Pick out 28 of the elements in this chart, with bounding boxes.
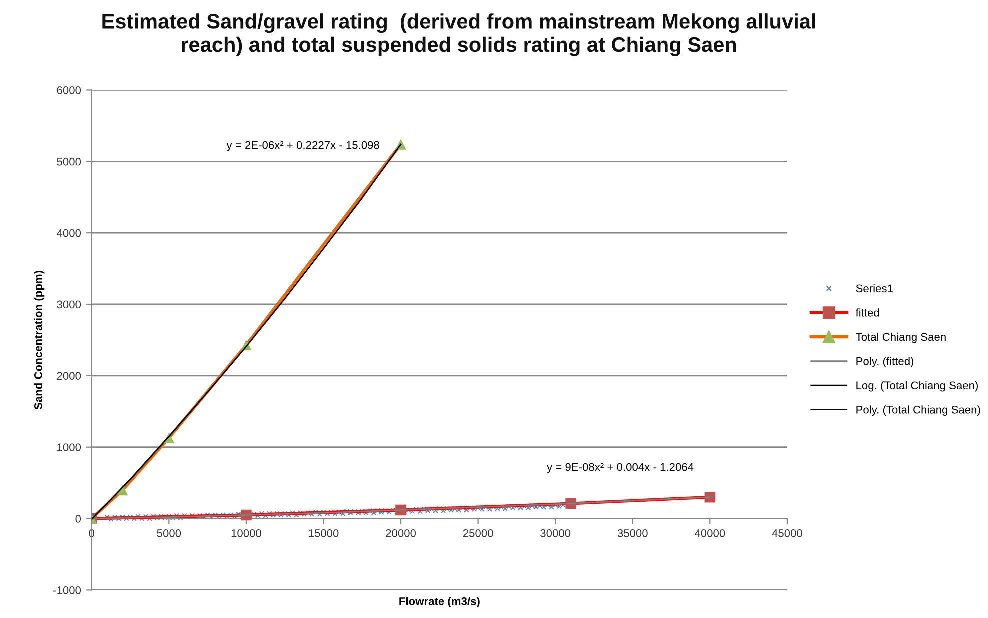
y-tick-label: 1000	[58, 444, 82, 452]
annotation: y = 9E-08x² + 0.004x - 1.2064	[547, 463, 694, 474]
y-tick-label: 4000	[57, 229, 82, 238]
legend-label: Series1	[856, 284, 893, 293]
x-tick-label: 25000	[463, 529, 494, 538]
y-tick-label: 2000	[57, 372, 82, 380]
legend-label: Log. (Total Chiang Saen)	[856, 381, 978, 392]
y-tick-label: 3000	[57, 300, 82, 309]
x-tick-label: 35000	[618, 529, 648, 538]
x-axis-title: Flowrate (m3/s)	[400, 597, 480, 608]
x-tick-label: 10000	[232, 529, 262, 538]
chart-title: Estimated Sand/gravel rating (derived from mainstream Mekong alluvial reach) and total suspended solids rating at Chiang Saen	[102, 14, 816, 56]
y-tick-label: 0	[76, 515, 82, 523]
annotation: y = 2E-06x² + 0.2227x - 15.098	[226, 141, 380, 152]
legend-label: Total Chiang Saen	[856, 332, 946, 344]
legend-label: Poly. (fitted)	[856, 357, 914, 368]
x-tick-label: 15000	[309, 529, 339, 538]
x-tick-label: 5000	[157, 529, 182, 538]
x-tick-label: 40000	[694, 529, 726, 538]
x-tick-label: 20000	[386, 529, 416, 538]
y-tick-label: -1000	[54, 586, 82, 594]
x-tick-label: 30000	[540, 529, 571, 538]
y-tick-label: 5000	[57, 158, 82, 166]
y-axis-title: Sand Concentration (ppm)	[34, 271, 45, 410]
legend-label: Poly. (Total Chiang Saen)	[856, 406, 980, 416]
x-tick-label: 45000	[772, 529, 802, 538]
y-tick-label: 6000	[57, 86, 82, 94]
legend-label: fitted	[856, 308, 880, 317]
